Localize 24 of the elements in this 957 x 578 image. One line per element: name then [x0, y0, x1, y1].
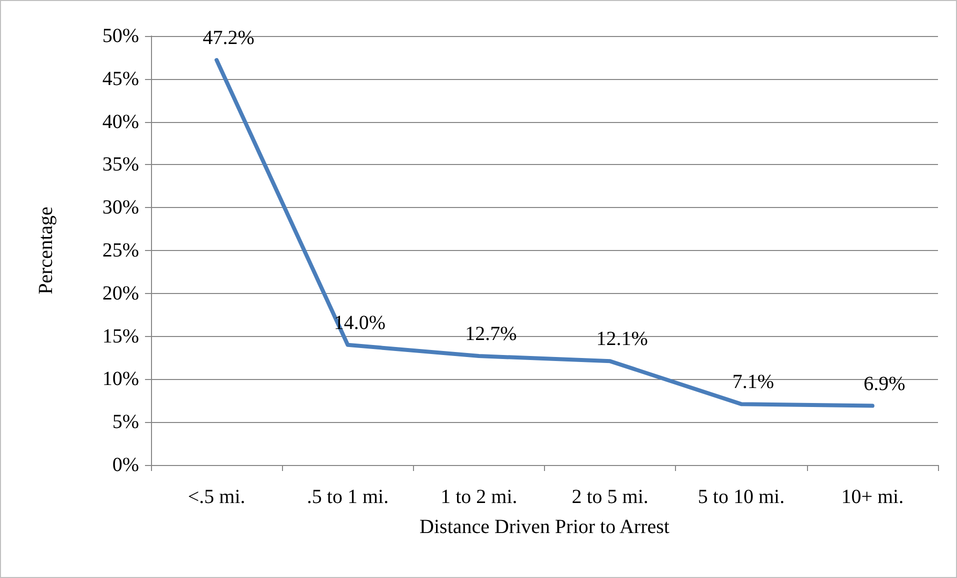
x-tick-label: <.5 mi. [188, 486, 246, 508]
y-tick-label: 30% [102, 196, 139, 219]
y-tick-label: 10% [102, 368, 139, 390]
y-tick-label: 45% [102, 68, 139, 90]
y-tick-label: 15% [102, 325, 139, 348]
y-axis-title: Percentage [35, 206, 57, 294]
data-label: 12.7% [465, 323, 517, 346]
data-label: 12.1% [596, 328, 648, 350]
y-tick-label: 0% [112, 454, 139, 476]
x-tick-label: 1 to 2 mi. [440, 486, 518, 508]
data-label: 6.9% [864, 372, 906, 395]
y-tick-label: 5% [112, 411, 139, 434]
x-axis-title: Distance Driven Prior to Arrest [420, 516, 670, 538]
data-label: 47.2% [202, 27, 254, 50]
y-tick-label: 20% [102, 282, 139, 304]
x-tick-label: 2 to 5 mi. [572, 486, 648, 508]
data-label: 7.1% [732, 371, 774, 394]
x-tick-label: 10+ mi. [841, 486, 904, 508]
y-tick-label: 40% [102, 110, 139, 133]
x-tick-label: 5 to 10 mi. [698, 486, 785, 508]
x-tick-label: .5 to 1 mi. [306, 486, 389, 508]
y-tick-label: 25% [102, 240, 139, 262]
y-tick-label: 35% [102, 154, 139, 176]
y-tick-label: 50% [102, 25, 139, 47]
